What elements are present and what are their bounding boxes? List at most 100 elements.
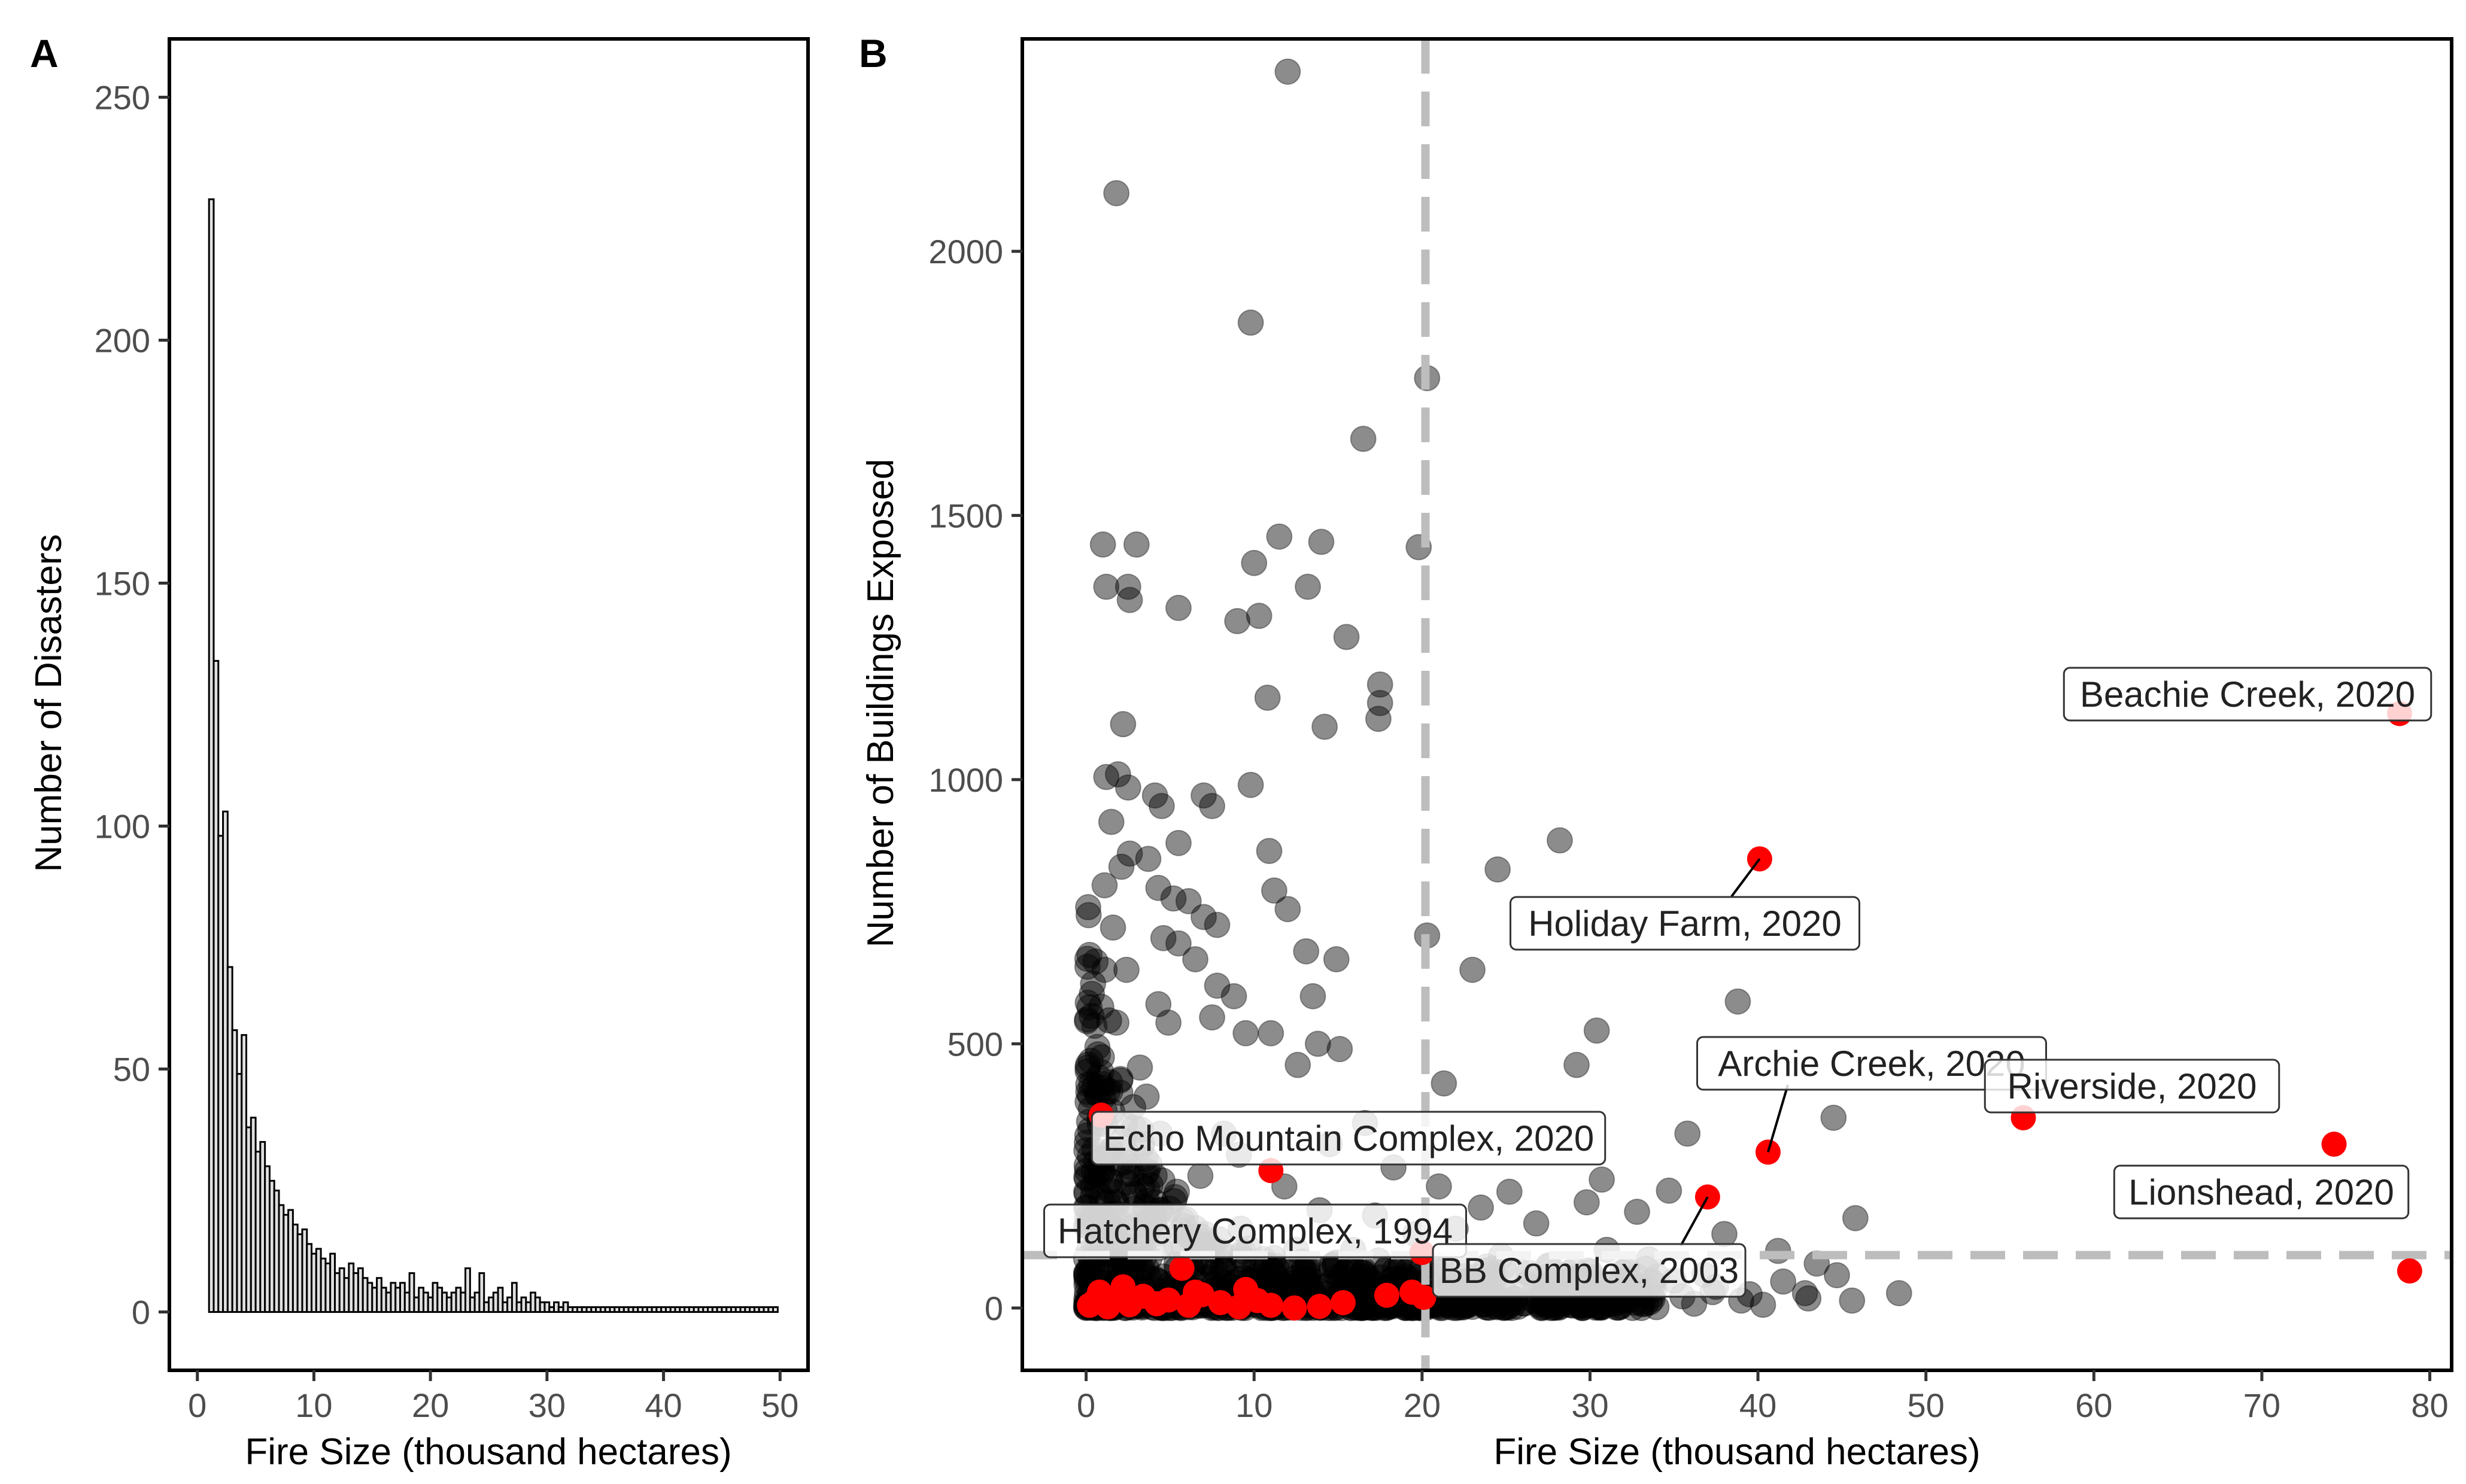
fire-point [1107, 1067, 1134, 1094]
panel-b-y-label: Number of Buildings Exposed [860, 459, 901, 948]
fire-point [1191, 904, 1217, 930]
fire-point [1074, 1006, 1101, 1033]
callout-text: Lionshead, 2020 [2128, 1172, 2394, 1212]
panel-b-tag: B [859, 31, 888, 75]
fire-point [1350, 425, 1377, 452]
fire-point [1123, 531, 1150, 558]
callout-label: Beachie Creek, 2020 [2063, 667, 2432, 722]
fire-point [1103, 180, 1130, 206]
highlight-point [1330, 1290, 1356, 1315]
panel-a-y-label: Number of Disasters [28, 534, 69, 872]
panel-b-x-label: Fire Size (thousand hectares) [1493, 1431, 1980, 1473]
fire-point [1149, 1167, 1176, 1194]
y-tick-label: 0 [985, 1290, 1003, 1327]
panel-a-y-axis: 0 50 100 150 200 250 [95, 78, 169, 1331]
highlight-point [1307, 1294, 1332, 1319]
fire-point [1079, 981, 1106, 1008]
highlight-point [1156, 1287, 1182, 1313]
fire-point [1103, 1009, 1130, 1036]
fire-point [1116, 840, 1143, 867]
fire-point [1355, 1266, 1382, 1293]
fire-point [1116, 586, 1143, 613]
fire-point [1254, 685, 1281, 711]
fire-point [1091, 872, 1118, 899]
callout-box [1043, 1203, 1467, 1258]
fire-point [1074, 1054, 1101, 1081]
y-tick-label: 2000 [928, 233, 1003, 270]
fire-point [1095, 1007, 1122, 1034]
fire-point [1795, 1285, 1822, 1312]
fire-point [1468, 1194, 1495, 1221]
highlight-point [2397, 1258, 2422, 1284]
histogram-bar [464, 1267, 471, 1313]
x-tick-label: 40 [645, 1386, 682, 1424]
fire-point [1281, 1265, 1308, 1292]
fire-point [1094, 1078, 1121, 1105]
fire-point [1145, 991, 1172, 1018]
panel-b-frame [1021, 37, 2453, 1372]
fire-point [1204, 911, 1231, 938]
x-tick-label: 20 [1404, 1386, 1441, 1424]
fire-point [1264, 1264, 1291, 1291]
fire-point [1076, 994, 1103, 1021]
fire-point [1097, 1069, 1123, 1096]
fire-point [1074, 989, 1101, 1016]
fire-point [1080, 970, 1107, 997]
highlight-point [1233, 1276, 1259, 1302]
callout-label: Archie Creek, 2020 [1696, 1036, 2047, 1152]
fire-point [1258, 1020, 1284, 1047]
fire-point [1073, 1262, 1100, 1289]
fire-point [1134, 1176, 1161, 1203]
y-tick-label: 150 [95, 564, 150, 602]
fire-point [1266, 523, 1293, 550]
fire-point [1212, 1258, 1239, 1285]
y-tick-label: 1000 [928, 761, 1003, 799]
fire-point [1295, 1264, 1322, 1291]
callout-box [1984, 1059, 2280, 1114]
fire-point [1823, 1262, 1850, 1289]
fire-point [1097, 1177, 1124, 1204]
fire-point [1113, 1169, 1140, 1196]
panel-a-x-label: Fire Size (thousand hectares) [245, 1431, 731, 1473]
fire-point [1523, 1210, 1550, 1237]
x-tick-label: 0 [1077, 1386, 1095, 1424]
callout-text: Riverside, 2020 [2008, 1066, 2257, 1106]
fire-point [1126, 1054, 1153, 1081]
fire-point [1085, 1064, 1112, 1091]
fire-point [1791, 1280, 1818, 1307]
fire-point [1076, 941, 1103, 968]
highlight-point [1169, 1255, 1195, 1281]
fire-point [1365, 705, 1392, 732]
fire-point [1350, 1260, 1377, 1287]
fire-point [1073, 1260, 1100, 1287]
callout-label: Riverside, 2020 [1984, 1059, 2280, 1114]
y-tick-label: 500 [947, 1025, 1003, 1063]
fire-point [1075, 902, 1102, 929]
callout-text: Holiday Farm, 2020 [1528, 904, 1842, 944]
fire-point [1204, 972, 1231, 999]
fire-point [1104, 761, 1131, 788]
fire-point [1431, 1070, 1457, 1097]
fire-point [1164, 1178, 1191, 1205]
fire-point [1074, 1051, 1101, 1078]
histogram-bar [408, 1272, 415, 1313]
y-tick-label: 200 [95, 321, 150, 359]
fire-point [1074, 953, 1101, 980]
fire-point [1241, 549, 1268, 576]
fire-point [1082, 948, 1109, 975]
callout-leader-line [1766, 1084, 1789, 1152]
fire-point [1674, 1120, 1701, 1147]
callout-text: BB Complex, 2003 [1439, 1251, 1739, 1291]
panel-a-frame [168, 37, 810, 1372]
fire-point [1316, 1270, 1343, 1297]
callout-box [1510, 896, 1860, 951]
fire-point [1155, 1009, 1182, 1036]
fire-point [1175, 887, 1202, 914]
highlight-point [1258, 1293, 1284, 1318]
fire-point [1078, 1071, 1105, 1097]
fire-point [1165, 594, 1192, 621]
fire-point [1563, 1051, 1590, 1078]
fire-point [1077, 1047, 1104, 1074]
fire-point [1084, 1033, 1111, 1060]
highlight-point [1374, 1282, 1399, 1308]
